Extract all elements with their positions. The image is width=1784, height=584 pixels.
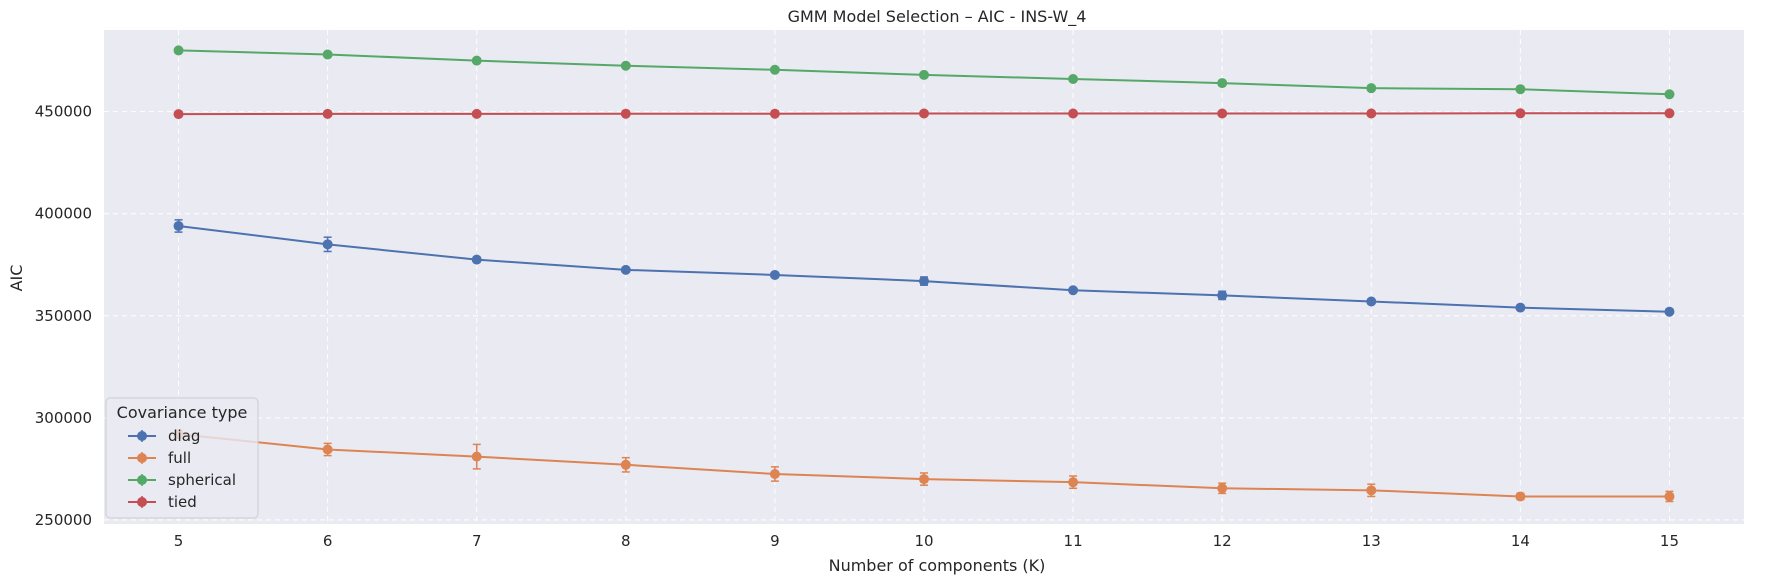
data-point: [1366, 296, 1377, 307]
series-layer: [173, 45, 1675, 503]
data-point: [1217, 483, 1228, 494]
data-point: [1515, 491, 1526, 502]
data-point: [1068, 73, 1079, 84]
x-tick-label: 9: [770, 532, 780, 550]
x-tick-label: 8: [621, 532, 631, 550]
x-tick-label: 14: [1511, 532, 1530, 550]
data-point: [620, 459, 631, 470]
data-point: [769, 269, 780, 280]
x-tick-label: 12: [1213, 532, 1232, 550]
data-point: [1664, 108, 1675, 119]
x-tick-label: 6: [323, 532, 333, 550]
x-tick-label: 10: [914, 532, 933, 550]
data-point: [769, 468, 780, 479]
legend-item-tied: tied: [128, 493, 197, 511]
x-tick-labels: 5 6 7 8 9 10 11 12 13 14 15: [174, 532, 1679, 550]
y-tick-labels: 250000 300000 350000 400000 450000: [35, 103, 92, 529]
data-point: [1366, 83, 1377, 94]
data-point: [173, 109, 184, 120]
data-point: [620, 264, 631, 275]
data-point: [1217, 108, 1228, 119]
data-point: [1515, 302, 1526, 313]
data-point: [1366, 485, 1377, 496]
legend-label: diag: [168, 427, 200, 445]
legend-marker: [137, 475, 147, 485]
x-tick-label: 5: [174, 532, 184, 550]
x-tick-label: 15: [1660, 532, 1679, 550]
y-tick-label: 400000: [35, 205, 92, 223]
data-point: [322, 49, 333, 60]
data-point: [1068, 285, 1079, 296]
y-tick-label: 250000: [35, 511, 92, 529]
data-point: [769, 64, 780, 75]
data-point: [173, 220, 184, 231]
data-point: [471, 254, 482, 265]
chart-title: GMM Model Selection – AIC - INS-W_4: [788, 7, 1087, 27]
legend-box: [105, 397, 259, 519]
series-spherical: [173, 45, 1675, 100]
data-point: [471, 108, 482, 119]
data-point: [1515, 84, 1526, 95]
x-tick-label: 7: [472, 532, 482, 550]
data-point: [919, 474, 929, 485]
data-point: [1664, 491, 1675, 502]
legend-label: tied: [168, 493, 197, 511]
data-point: [1217, 290, 1228, 301]
data-point: [322, 444, 333, 455]
legend-item-spherical: spherical: [128, 471, 236, 489]
legend-item-full: full: [128, 449, 191, 467]
legend-label: spherical: [168, 471, 236, 489]
data-point: [322, 239, 333, 250]
data-point: [1217, 78, 1228, 89]
data-point: [1515, 108, 1526, 119]
data-point: [1068, 477, 1079, 488]
data-point: [322, 108, 333, 119]
data-point: [919, 276, 929, 287]
data-point: [1664, 306, 1675, 317]
data-point: [1068, 108, 1079, 119]
data-point: [919, 69, 929, 80]
legend: Covariance type diag full spherical tied: [105, 397, 259, 519]
legend-item-diag: diag: [128, 427, 200, 445]
x-axis-label: Number of components (K): [829, 556, 1046, 575]
data-point: [1366, 108, 1377, 119]
legend-label: full: [168, 449, 191, 467]
data-point: [1664, 89, 1675, 100]
series-diag: [173, 219, 1675, 317]
data-point: [471, 451, 482, 462]
y-tick-label: 450000: [35, 103, 92, 121]
legend-marker: [137, 497, 147, 507]
x-tick-label: 13: [1362, 532, 1381, 550]
x-tick-label: 11: [1064, 532, 1083, 550]
data-point: [620, 60, 631, 71]
data-point: [471, 55, 482, 66]
y-tick-label: 300000: [35, 409, 92, 427]
y-tick-label: 350000: [35, 307, 92, 325]
data-point: [173, 45, 184, 56]
legend-marker: [137, 453, 147, 463]
y-axis-label: AIC: [7, 265, 26, 292]
data-point: [769, 108, 780, 119]
data-point: [919, 108, 929, 119]
legend-title: Covariance type: [117, 403, 248, 422]
legend-marker: [137, 431, 147, 441]
data-point: [620, 108, 631, 119]
series-tied: [173, 108, 1675, 120]
